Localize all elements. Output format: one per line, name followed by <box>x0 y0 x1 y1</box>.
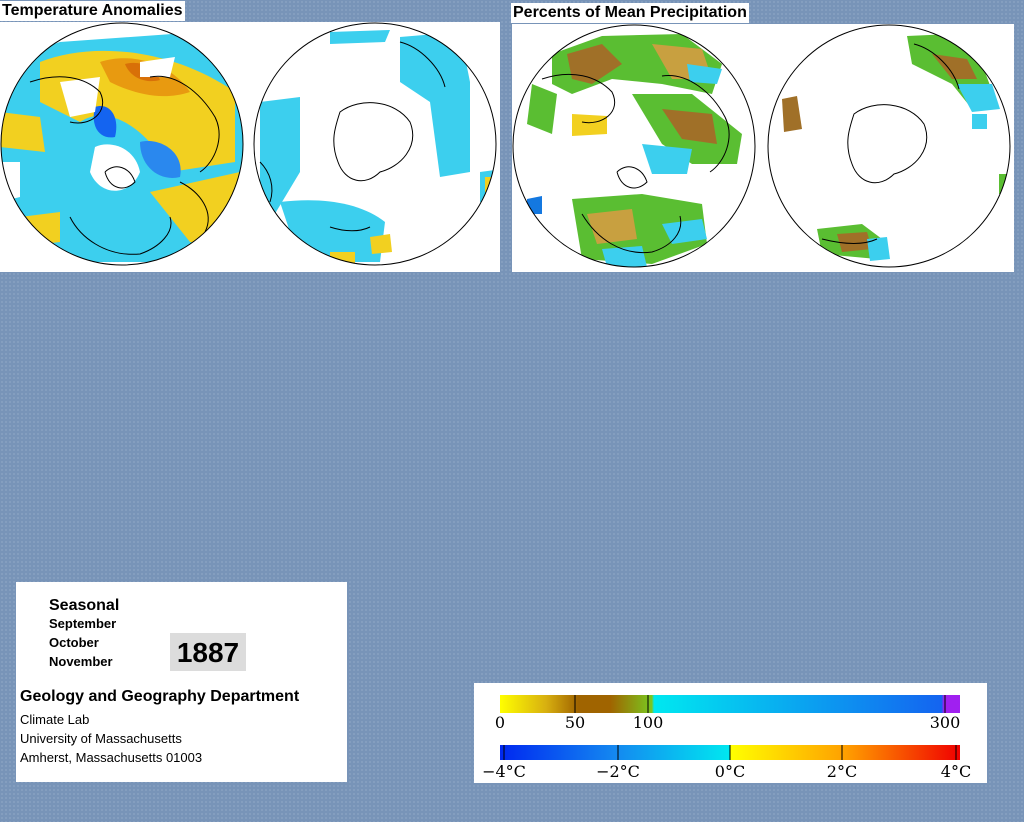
university-label: University of Massachusetts <box>20 731 182 746</box>
temp-tick-4: 4°C <box>941 762 971 781</box>
temperature-north-hemisphere-map <box>0 22 244 266</box>
temp-tick-minus-2: −2°C <box>596 762 640 781</box>
address-label: Amherst, Massachusetts 01003 <box>20 750 203 765</box>
precipitation-south-hemisphere-map <box>767 24 1011 268</box>
lab-label: Climate Lab <box>20 712 90 727</box>
temperature-color-scale: −4°C −2°C 0°C 2°C 4°C <box>482 745 971 781</box>
temp-tick-0: 0°C <box>715 762 745 781</box>
temp-tick-2: 2°C <box>827 762 857 781</box>
precipitation-panel-title: Percents of Mean Precipitation <box>511 3 749 23</box>
year-badge: 1887 <box>170 633 246 671</box>
precip-tick-50: 50 <box>565 713 585 732</box>
month-label-1: September <box>49 616 117 631</box>
temperature-map-panel <box>0 22 500 272</box>
month-label-2: October <box>49 635 99 650</box>
precip-tick-0: 0 <box>495 713 505 732</box>
department-label: Geology and Geography Department <box>20 688 300 705</box>
legend-svg: 0 50 100 300 −4°C −2°C 0°C 2°C 4°C <box>482 695 971 781</box>
month-label-3: November <box>49 654 113 669</box>
temperature-maps-svg <box>0 22 497 266</box>
info-box: Seasonal September October November 1887… <box>16 582 347 782</box>
precip-tick-100: 100 <box>633 713 664 732</box>
temperature-south-hemisphere-map <box>253 22 497 266</box>
precipitation-north-hemisphere-map <box>512 24 756 268</box>
precip-tick-300: 300 <box>930 713 961 732</box>
period-type-label: Seasonal <box>49 597 120 614</box>
precipitation-maps-svg <box>512 24 1011 268</box>
color-legend: 0 50 100 300 −4°C −2°C 0°C 2°C 4°C <box>474 683 987 783</box>
precipitation-color-scale: 0 50 100 300 <box>495 695 960 732</box>
temperature-panel-title: Temperature Anomalies <box>0 1 185 21</box>
precipitation-map-panel <box>512 24 1014 272</box>
temp-tick-minus-4: −4°C <box>482 762 526 781</box>
